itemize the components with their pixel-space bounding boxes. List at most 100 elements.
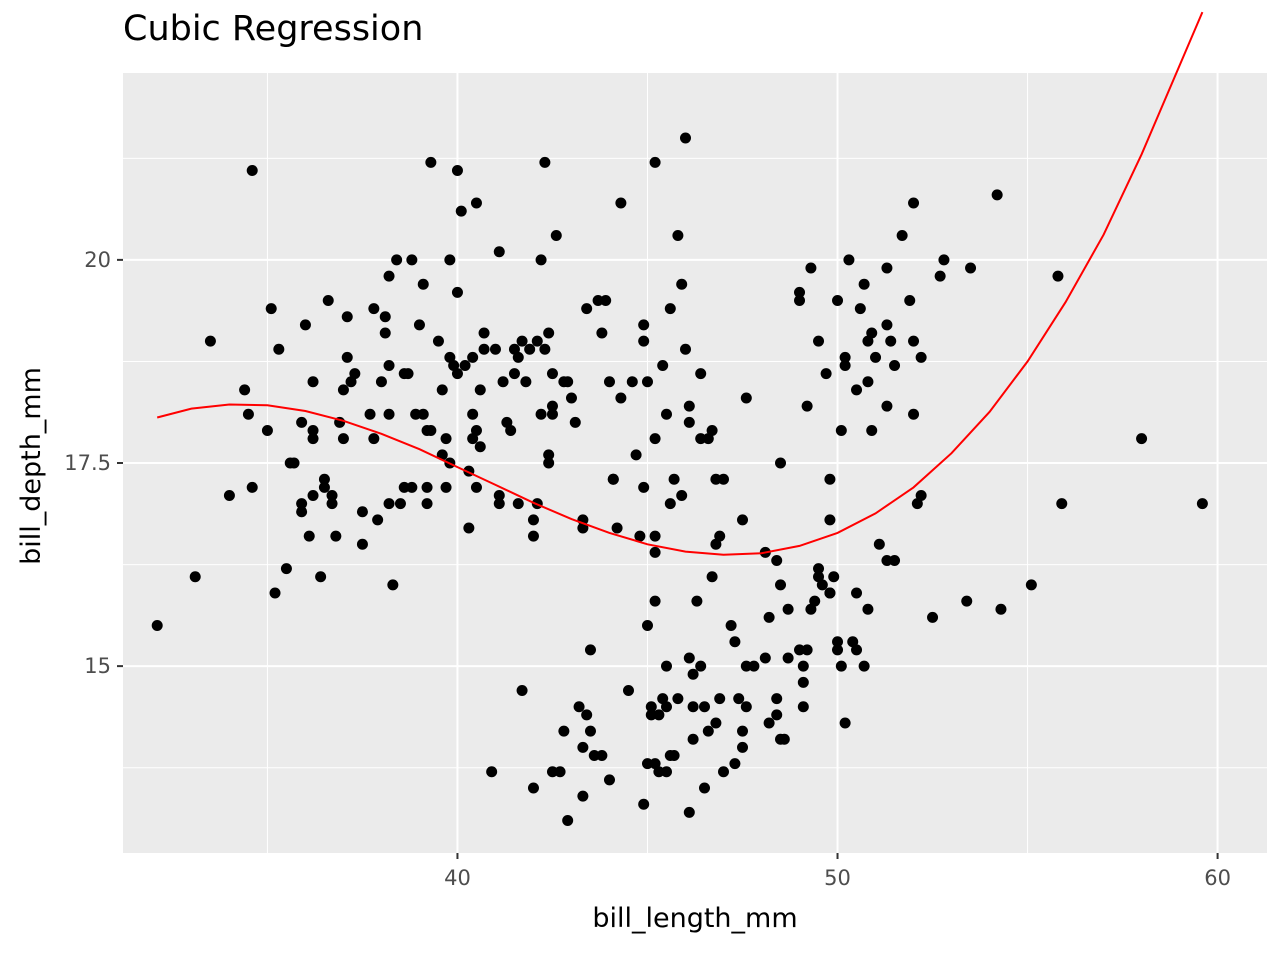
data-point xyxy=(881,400,893,412)
data-point xyxy=(851,384,863,396)
data-point xyxy=(649,156,661,168)
data-point xyxy=(223,490,235,501)
data-point xyxy=(600,295,612,306)
data-point xyxy=(801,644,813,656)
data-point xyxy=(322,295,334,306)
data-point xyxy=(493,498,505,510)
data-point xyxy=(296,416,308,428)
data-point xyxy=(679,132,691,144)
data-point xyxy=(657,360,669,371)
data-point xyxy=(626,376,638,388)
data-point xyxy=(470,197,482,209)
data-point xyxy=(714,693,726,705)
data-point xyxy=(927,611,939,623)
data-point xyxy=(729,636,741,648)
data-point xyxy=(273,343,285,355)
data-point xyxy=(725,620,737,631)
data-point xyxy=(641,376,653,388)
data-point xyxy=(315,571,327,583)
data-point xyxy=(839,351,851,363)
data-point xyxy=(699,701,711,713)
data-point xyxy=(1136,433,1148,445)
data-point xyxy=(417,278,429,290)
data-point xyxy=(824,473,836,485)
data-point xyxy=(546,368,558,380)
data-point xyxy=(368,433,380,445)
data-point xyxy=(383,270,395,282)
data-point xyxy=(451,286,463,298)
data-point xyxy=(543,327,555,339)
data-point xyxy=(546,408,558,420)
data-point xyxy=(603,774,615,786)
data-point xyxy=(497,376,509,388)
data-point xyxy=(493,246,505,258)
data-point xyxy=(280,563,292,575)
data-point xyxy=(546,766,558,778)
data-point xyxy=(641,620,653,631)
data-point xyxy=(562,376,574,388)
data-point xyxy=(645,701,657,713)
data-point xyxy=(653,766,665,778)
data-point xyxy=(440,433,452,445)
data-point xyxy=(687,668,699,680)
data-point xyxy=(938,254,950,266)
data-point xyxy=(349,368,361,380)
data-point xyxy=(934,270,946,282)
data-point xyxy=(543,457,555,469)
data-point xyxy=(873,538,885,550)
data-point xyxy=(296,506,308,518)
data-point xyxy=(535,408,547,420)
data-point xyxy=(436,384,448,396)
y-axis: 15 17.5 20 xyxy=(64,248,123,678)
data-point xyxy=(402,368,414,380)
data-point xyxy=(307,490,319,501)
data-point xyxy=(782,603,794,615)
data-point xyxy=(866,425,878,436)
data-point xyxy=(383,408,395,420)
data-point xyxy=(832,295,844,306)
data-point xyxy=(649,546,661,558)
data-point xyxy=(406,481,418,493)
data-point xyxy=(463,522,475,534)
data-point xyxy=(1052,270,1064,282)
data-point xyxy=(303,530,315,542)
data-point xyxy=(851,644,863,656)
data-point xyxy=(565,392,577,404)
data-point xyxy=(687,701,699,713)
data-point xyxy=(326,498,338,510)
data-point xyxy=(577,790,589,802)
data-point xyxy=(440,481,452,493)
data-point xyxy=(778,733,790,745)
data-point xyxy=(622,685,634,696)
data-point xyxy=(451,368,463,380)
data-point xyxy=(562,815,574,826)
data-point xyxy=(615,392,627,404)
data-point xyxy=(512,351,524,363)
data-point xyxy=(843,254,855,266)
data-point xyxy=(820,368,832,380)
data-point xyxy=(702,433,714,445)
data-point xyxy=(885,335,897,347)
data-point xyxy=(816,579,828,591)
data-point xyxy=(695,368,707,380)
data-point xyxy=(246,481,258,493)
data-point xyxy=(505,425,517,436)
data-point xyxy=(584,644,596,656)
data-point xyxy=(839,360,851,371)
data-point xyxy=(908,335,920,347)
data-point xyxy=(516,335,528,347)
data-point xyxy=(809,595,821,607)
data-point xyxy=(683,652,695,664)
data-point xyxy=(683,400,695,412)
fit-line-group xyxy=(156,11,1204,556)
data-point xyxy=(908,408,920,420)
data-point xyxy=(508,368,520,380)
data-point xyxy=(467,351,479,363)
data-point xyxy=(432,335,444,347)
data-point xyxy=(881,555,893,566)
data-point xyxy=(299,319,311,331)
data-point xyxy=(379,311,391,323)
data-point xyxy=(794,295,806,306)
data-point xyxy=(676,278,688,290)
data-point xyxy=(630,449,642,461)
